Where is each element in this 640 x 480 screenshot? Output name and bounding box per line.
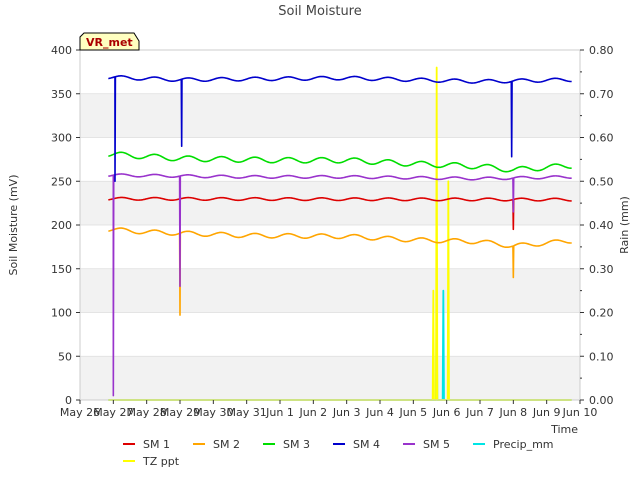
- y2-tick-label: 0.00: [589, 394, 614, 407]
- plot-band: [80, 312, 580, 357]
- x-tick-label: Jun 6: [432, 406, 461, 419]
- x-tick-label: Jun 3: [332, 406, 361, 419]
- y2-tick-label: 0.60: [589, 132, 614, 145]
- x-tick-label: Jun 1: [265, 406, 294, 419]
- y-tick-label: 400: [51, 44, 72, 57]
- legend-label-sm-1: SM 1: [143, 438, 170, 451]
- x-tick-label: Jun 10: [562, 406, 598, 419]
- x-tick-label: May 29: [160, 406, 200, 419]
- y-tick-label: 100: [51, 307, 72, 320]
- left-y-axis: 0 50 100 150 200 250 300 350 400: [51, 44, 80, 407]
- legend-label-tz-ppt: TZ ppt: [142, 455, 180, 468]
- y2-tick-label: 0.50: [589, 175, 614, 188]
- y-tick-label: 0: [65, 394, 72, 407]
- plot-band: [80, 50, 580, 94]
- y-tick-label: 300: [51, 132, 72, 145]
- right-y-axis: 0.00 0.10 0.20 0.30 0.40 0.50 0.60 0.70 0.80: [580, 44, 614, 407]
- y2-axis-label: Rain (mm): [618, 196, 631, 254]
- legend-label-sm-3: SM 3: [283, 438, 310, 451]
- y-tick-label: 150: [51, 263, 72, 276]
- plot-band: [80, 93, 580, 138]
- x-tick-label: Jun 8: [498, 406, 527, 419]
- x-tick-label: May 26: [60, 406, 100, 419]
- x-tick-label: May 27: [93, 406, 133, 419]
- x-tick-label: May 31: [227, 406, 267, 419]
- x-tick-label: May 30: [193, 406, 233, 419]
- site-label-badge: VR_met: [79, 32, 140, 51]
- legend-label-sm-5: SM 5: [423, 438, 450, 451]
- x-tick-label: Jun 4: [365, 406, 394, 419]
- series-line-tz-ppt: [108, 66, 572, 401]
- x-tick-label: May 28: [127, 406, 167, 419]
- y-tick-label: 200: [51, 219, 72, 232]
- y2-tick-label: 0.20: [589, 307, 614, 320]
- y-tick-label: 50: [58, 350, 72, 363]
- x-tick-label: Jun 5: [398, 406, 427, 419]
- series-line-sm-5: [108, 173, 572, 397]
- plot-background-bands: [80, 50, 580, 400]
- legend-label-sm-4: SM 4: [353, 438, 380, 451]
- plot-band: [80, 181, 580, 225]
- y2-tick-label: 0.10: [589, 350, 614, 363]
- legend-label-sm-2: SM 2: [213, 438, 240, 451]
- plot-band: [80, 268, 580, 313]
- x-tick-label: Jun 9: [532, 406, 561, 419]
- y-tick-label: 250: [51, 175, 72, 188]
- y2-tick-label: 0.70: [589, 88, 614, 101]
- x-tick-label: Jun 7: [465, 406, 494, 419]
- x-tick-label: Jun 2: [298, 406, 327, 419]
- y-axis-label: Soil Moisture (mV): [7, 175, 20, 276]
- legend: SM 1 SM 2 SM 3 SM 4 SM 5 Precip_mm TZ ppt: [123, 438, 554, 468]
- series-line-sm-3: [108, 151, 572, 173]
- y-tick-label: 350: [51, 88, 72, 101]
- series-line-sm-1: [108, 196, 572, 231]
- legend-label-precip-mm: Precip_mm: [493, 438, 554, 451]
- series-line-sm-2: [108, 227, 572, 316]
- y2-tick-label: 0.30: [589, 263, 614, 276]
- chart-title: Soil Moisture: [278, 4, 362, 19]
- y2-tick-label: 0.40: [589, 219, 614, 232]
- x-axis-label: Time: [550, 423, 578, 436]
- site-label-text: VR_met: [86, 36, 133, 49]
- site-label-box: [79, 32, 140, 51]
- plot-band: [80, 356, 580, 400]
- y2-tick-label: 0.80: [589, 44, 614, 57]
- series-line-sm-4: [108, 75, 572, 183]
